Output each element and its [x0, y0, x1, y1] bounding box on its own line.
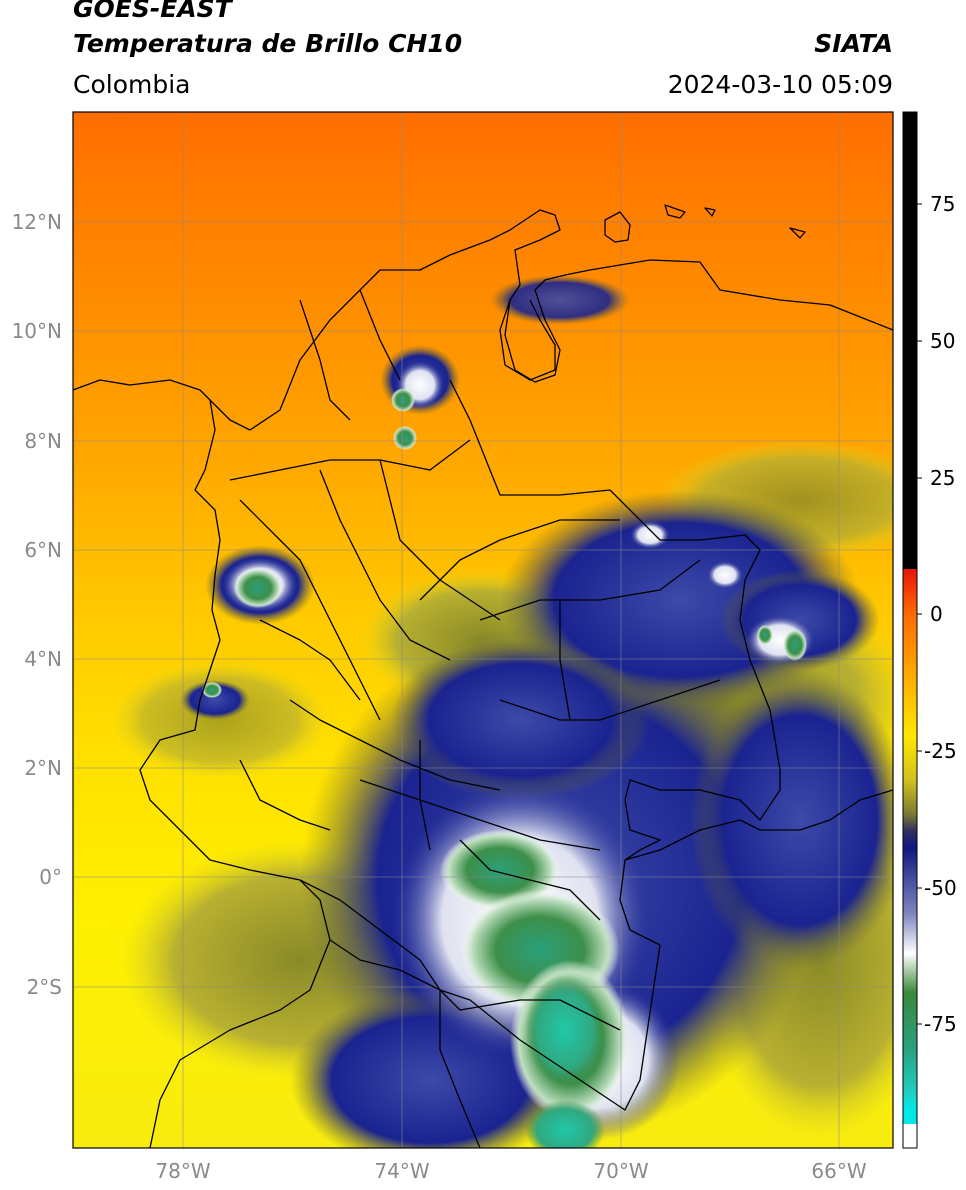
latitude-labels: 12°N 10°N 8°N 6°N 4°N 2°N 0° 2°S — [12, 210, 62, 999]
colorbar-tick: -75 — [924, 1012, 957, 1036]
colorbar: 75 50 25 0 -25 -50 -75 — [902, 111, 957, 1149]
region-label: Colombia — [73, 70, 191, 99]
longitude-labels: 78°W 74°W 70°W 66°W — [155, 1159, 866, 1183]
lon-tick: 74°W — [374, 1159, 429, 1183]
colorbar-tick: 50 — [930, 329, 955, 353]
lon-tick: 78°W — [155, 1159, 210, 1183]
borders — [73, 204, 893, 1148]
lat-tick: 0° — [39, 865, 62, 889]
datetime-label: 2024-03-10 05:09 — [667, 70, 893, 99]
colorbar-tick: 75 — [930, 192, 955, 216]
lat-tick: 2°N — [24, 756, 62, 780]
colorbar-tick: -50 — [924, 876, 957, 900]
graticule — [73, 112, 893, 1148]
brightness-temperature-field — [73, 112, 893, 1148]
lat-tick: 10°N — [12, 319, 62, 343]
colorbar-tick: -25 — [924, 739, 957, 763]
lat-tick: 6°N — [24, 538, 62, 562]
lon-tick: 66°W — [811, 1159, 866, 1183]
product-title: Temperatura de Brillo CH10 — [73, 29, 463, 58]
lat-tick: 12°N — [12, 210, 62, 234]
organization-label: SIATA — [814, 29, 893, 58]
colorbar-tick: 0 — [930, 602, 943, 626]
lat-tick: 8°N — [24, 429, 62, 453]
lat-tick: 2°S — [27, 975, 62, 999]
lon-tick: 70°W — [593, 1159, 648, 1183]
satellite-title: GOES-EAST — [73, 0, 232, 23]
lat-tick: 4°N — [24, 647, 62, 671]
colorbar-tick: 25 — [930, 466, 955, 490]
map-frame — [72, 111, 894, 1149]
